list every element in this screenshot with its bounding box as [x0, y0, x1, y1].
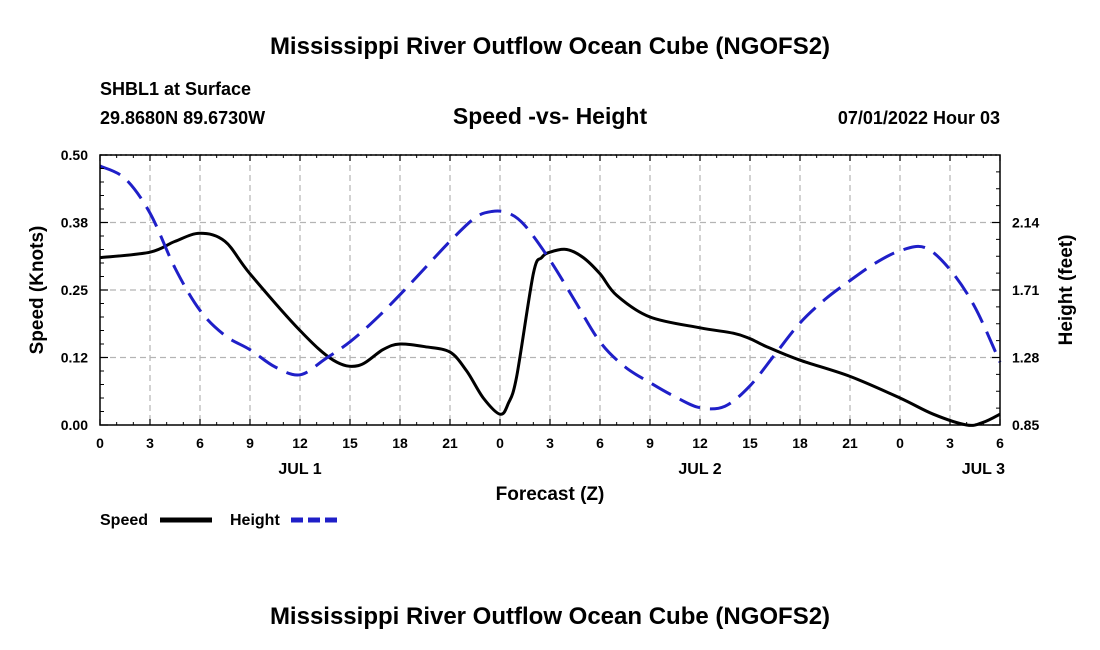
x-tick-label: 0	[96, 435, 104, 451]
chart-subtitle: Speed -vs- Height	[453, 103, 648, 129]
y-tick-label: 0.50	[61, 147, 88, 163]
x-tick-label: 3	[146, 435, 154, 451]
chart-title: Mississippi River Outflow Ocean Cube (NG…	[270, 33, 830, 60]
x-tick-label: 6	[196, 435, 204, 451]
x-tick-label: 12	[292, 435, 308, 451]
x-tick-label: 15	[742, 435, 758, 451]
legend: Speed Height	[100, 512, 342, 529]
series-speed-line	[99, 231, 1001, 427]
y-tick-label: 0.00	[61, 417, 88, 433]
plot-lines	[99, 164, 1002, 427]
series-height-line	[99, 164, 1002, 411]
legend-speed-label: Speed	[100, 512, 148, 529]
y-tick-label: 0.12	[61, 350, 88, 366]
y-tick-label: 0.38	[61, 215, 88, 231]
footer-title: Mississippi River Outflow Ocean Cube (NG…	[270, 603, 830, 630]
x-axis-label: Forecast (Z)	[496, 484, 605, 505]
y2-axis-label: Height (feet)	[1056, 235, 1077, 346]
x-tick-label: 18	[792, 435, 808, 451]
x-tick-label: 9	[246, 435, 254, 451]
coordinates-label: 29.8680N 89.6730W	[100, 108, 265, 128]
x-date-label: JUL 3	[962, 461, 1005, 478]
station-label: SHBL1 at Surface	[100, 79, 251, 99]
x-tick-label: 6	[996, 435, 1004, 451]
grid-lines	[100, 154, 1000, 425]
legend-height-label: Height	[230, 512, 280, 529]
y2-tick-label: 1.71	[1012, 282, 1039, 298]
x-tick-label: 21	[842, 435, 858, 451]
x-tick-label: 6	[596, 435, 604, 451]
x-tick-label: 0	[896, 435, 904, 451]
y2-tick-label: 2.14	[1012, 215, 1039, 231]
x-tick-label: 3	[546, 435, 554, 451]
axes: 0 3 6 9 12 15 18 21 0 3 6 9 12 15 18 21 0 3 6 JUL 1 JUL 2 JUL…	[61, 147, 1040, 478]
y2-tick-label: 1.28	[1012, 350, 1039, 366]
y-axis-label: Speed (Knots)	[27, 226, 48, 355]
y2-tick-label: 0.85	[1012, 417, 1039, 433]
x-tick-label: 21	[442, 435, 458, 451]
y-tick-label: 0.25	[61, 282, 88, 298]
x-tick-label: 18	[392, 435, 408, 451]
x-tick-label: 12	[692, 435, 708, 451]
x-tick-label: 3	[946, 435, 954, 451]
forecast-datetime: 07/01/2022 Hour 03	[838, 108, 1000, 128]
x-tick-label: 15	[342, 435, 358, 451]
x-tick-label: 0	[496, 435, 504, 451]
x-tick-label: 9	[646, 435, 654, 451]
x-date-label: JUL 1	[278, 461, 321, 478]
x-date-label: JUL 2	[678, 461, 721, 478]
